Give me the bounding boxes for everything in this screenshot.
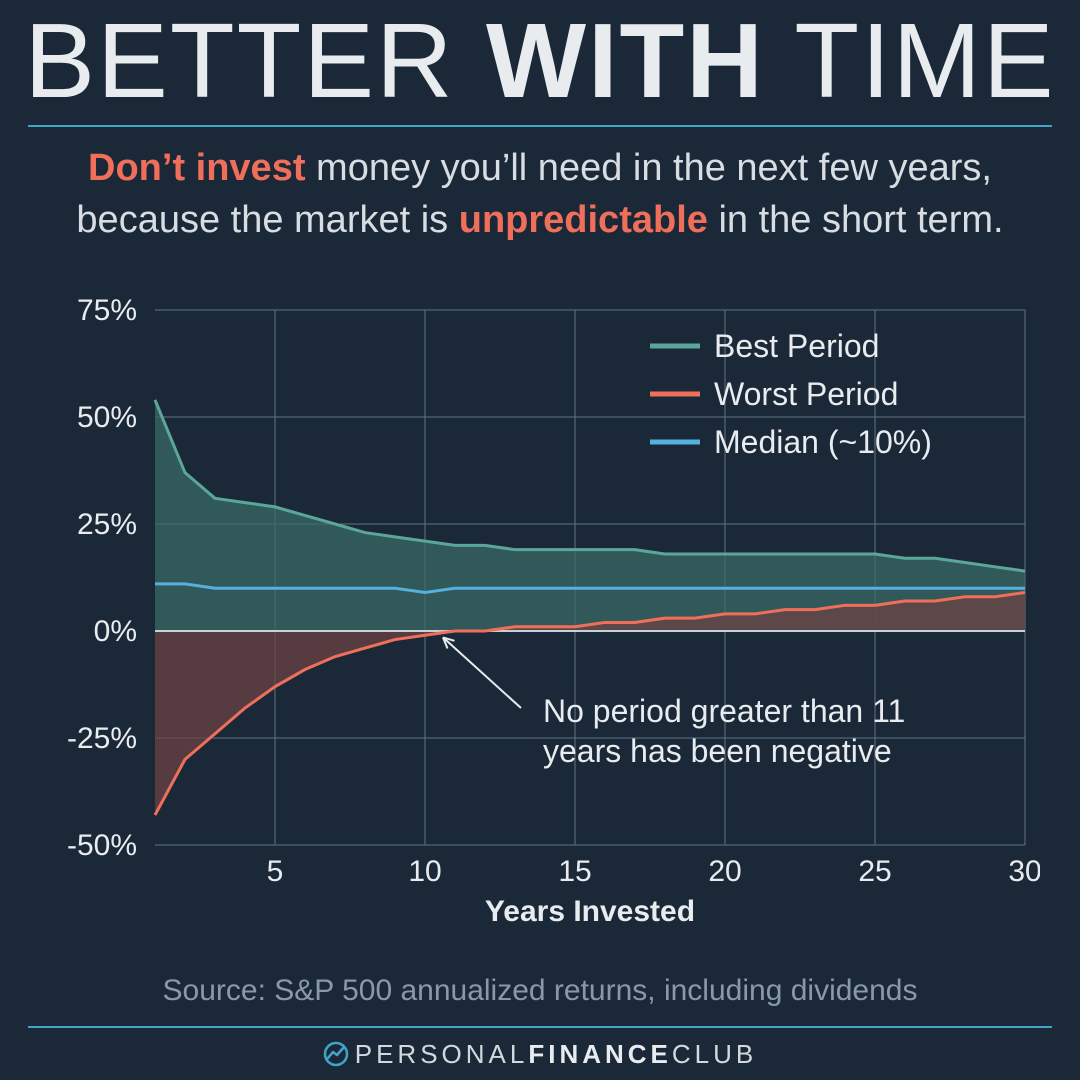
footer-word-3: CLUB xyxy=(672,1039,757,1069)
source-text: Source: S&P 500 annualized returns, incl… xyxy=(0,974,1080,1008)
footer-brand: PERSONALFINANCECLUB xyxy=(0,1039,1080,1070)
subtitle-text: because the market is xyxy=(76,199,458,241)
annotation-text: years has been negative xyxy=(543,733,892,769)
legend-label: Best Period xyxy=(714,328,879,364)
annotation-text: No period greater than 11 xyxy=(543,693,905,729)
ytick-label: 50% xyxy=(77,401,137,434)
legend-label: Median (~10%) xyxy=(714,424,932,460)
title-word-1: BETTER xyxy=(24,2,454,120)
xtick-label: 5 xyxy=(267,855,284,888)
footer-word-2: FINANCE xyxy=(528,1039,672,1069)
legend-label: Worst Period xyxy=(714,376,898,412)
x-axis-title: Years Invested xyxy=(485,895,695,928)
brand-logo-icon xyxy=(323,1041,349,1067)
title-word-2: WITH xyxy=(486,2,765,120)
chart-svg: -50% -25% 0% 25% 50% 75% 5 10 15 20 25 30 Years Inve… xyxy=(40,290,1040,930)
subtitle-accent: Don’t invest xyxy=(88,147,305,189)
xtick-label: 20 xyxy=(708,855,741,888)
ytick-label: 25% xyxy=(77,508,137,541)
ytick-label: -25% xyxy=(67,722,137,755)
returns-chart: -50% -25% 0% 25% 50% 75% 5 10 15 20 25 30 Years Inve… xyxy=(40,290,1040,930)
ytick-label: 75% xyxy=(77,294,137,327)
annotation-arrow xyxy=(443,637,521,708)
xtick-label: 10 xyxy=(408,855,441,888)
ytick-label: -50% xyxy=(67,829,137,862)
xtick-label: 30 xyxy=(1008,855,1040,888)
xtick-label: 15 xyxy=(558,855,591,888)
footer-rule xyxy=(28,1026,1052,1028)
subtitle-text: money you’ll need in the next few years, xyxy=(305,147,992,189)
title-word-3: TIME xyxy=(794,2,1055,120)
subtitle-text: in the short term. xyxy=(708,199,1004,241)
ytick-label: 0% xyxy=(94,615,137,648)
footer-word-1: PERSONAL xyxy=(355,1039,529,1069)
xtick-label: 25 xyxy=(858,855,891,888)
page-title: BETTER WITH TIME xyxy=(0,0,1080,117)
subtitle-accent: unpredictable xyxy=(459,199,708,241)
subtitle: Don’t invest money you’ll need in the ne… xyxy=(0,127,1080,246)
